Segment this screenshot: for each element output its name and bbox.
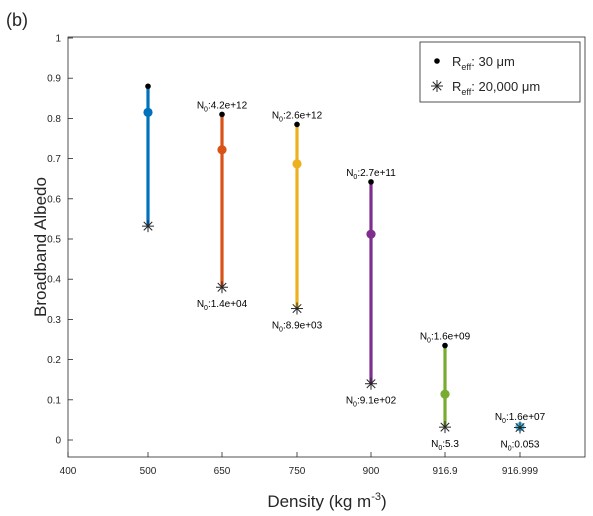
series-916.999: N0:1.6e+07 N0:0.053 [495, 412, 546, 453]
point-reff-20000 [291, 302, 303, 315]
series-650: N0:4.2e+12 N0:1.4e+04 [197, 100, 248, 312]
legend-dot-marker [434, 58, 440, 64]
top-n0-label: N0:1.6e+07 [495, 412, 546, 425]
point-reff-20000 [216, 281, 228, 294]
legend: Reff: 30 μm Reff: 20,000 μm [419, 41, 581, 103]
x-tick-label: 750 [289, 466, 306, 477]
y-tick-label: 0.5 [47, 235, 61, 246]
x-tick-label: 500 [140, 466, 157, 477]
y-tick-label: 0.6 [47, 194, 61, 205]
series-500 [142, 83, 154, 233]
series-750: N0:2.6e+12 N0:8.9e+03 [272, 110, 323, 333]
bottom-n0-label: N0:1.4e+04 [197, 299, 248, 312]
top-n0-label: N0:1.6e+09 [420, 332, 471, 345]
point-reff-30 [219, 111, 225, 118]
legend-star-glyph [431, 80, 443, 92]
point-mid [143, 107, 153, 117]
bottom-n0-label: N0:0.053 [501, 440, 540, 453]
y-tick-label: 1 [55, 34, 61, 45]
point-mid [440, 389, 450, 399]
y-tick-label: 0.1 [47, 395, 61, 406]
y-tick-label: 0 [55, 436, 61, 447]
point-reff-20000 [514, 421, 526, 434]
point-reff-30 [442, 342, 448, 349]
legend-star-marker [431, 80, 443, 92]
y-axis-label: Broadband Albedo [31, 177, 50, 317]
y-tick-label: 0.4 [47, 275, 61, 286]
x-axis-label: Density (kg m-3) [267, 491, 386, 511]
series-916.9: N0:1.6e+09 N0:5.3 [420, 332, 471, 453]
y-tick-label: 0.9 [47, 74, 61, 85]
point-reff-20000 [365, 377, 377, 390]
point-reff-30 [368, 179, 374, 185]
x-tick-label: 650 [214, 466, 231, 477]
panel-label: (b) [6, 10, 28, 30]
legend-box [419, 41, 581, 103]
legend-entry-20000: Reff: 20,000 μm [452, 79, 540, 97]
point-reff-20000 [142, 220, 154, 233]
point-mid [292, 159, 302, 169]
y-tick-label: 0.3 [47, 315, 61, 326]
bottom-n0-label: N0:5.3 [431, 439, 459, 452]
top-n0-label: N0:2.7e+11 [346, 168, 396, 181]
point-mid [366, 229, 376, 239]
bottom-n0-label: N0:8.9e+03 [272, 321, 323, 334]
data-series: N0:4.2e+12 N0:1.4e+04 N0:2.6e+12 N0:8.9e+03… [142, 83, 546, 453]
x-tick-label: 916.999 [502, 466, 539, 477]
legend-entry-30: Reff: 30 μm [452, 54, 515, 72]
point-reff-20000 [439, 421, 451, 434]
x-axis: 400 500 650 750 900 916.9 916.999 [60, 452, 539, 477]
x-tick-label: 400 [60, 466, 77, 477]
point-mid [217, 145, 227, 155]
x-tick-label: 900 [363, 466, 380, 477]
top-n0-label: N0:2.6e+12 [272, 110, 323, 123]
y-tick-label: 0.8 [47, 114, 61, 125]
plot-area [67, 36, 586, 458]
point-reff-30 [294, 121, 300, 128]
top-n0-label: N0:4.2e+12 [197, 100, 248, 113]
point-reff-30 [145, 83, 151, 90]
series-900: N0:2.7e+11 N0:9.1e+02 [346, 168, 397, 409]
y-tick-label: 0.7 [47, 154, 61, 165]
y-axis: 0 0.1 0.2 0.3 0.4 0.5 0.6 0.7 0.8 0.9 1 [47, 34, 73, 447]
y-tick-label: 0.2 [47, 355, 61, 366]
bottom-n0-label: N0:9.1e+02 [346, 396, 397, 409]
x-tick-label: 916.9 [432, 466, 457, 477]
